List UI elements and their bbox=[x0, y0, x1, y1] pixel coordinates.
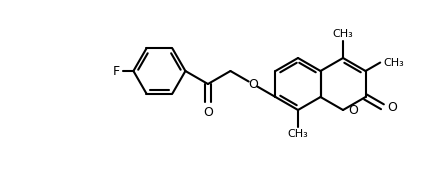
Text: F: F bbox=[112, 64, 119, 78]
Text: O: O bbox=[348, 105, 358, 117]
Text: CH₃: CH₃ bbox=[383, 58, 404, 68]
Text: O: O bbox=[203, 106, 213, 119]
Text: CH₃: CH₃ bbox=[333, 29, 353, 39]
Text: O: O bbox=[248, 78, 258, 90]
Text: O: O bbox=[388, 101, 397, 114]
Text: CH₃: CH₃ bbox=[288, 129, 308, 139]
